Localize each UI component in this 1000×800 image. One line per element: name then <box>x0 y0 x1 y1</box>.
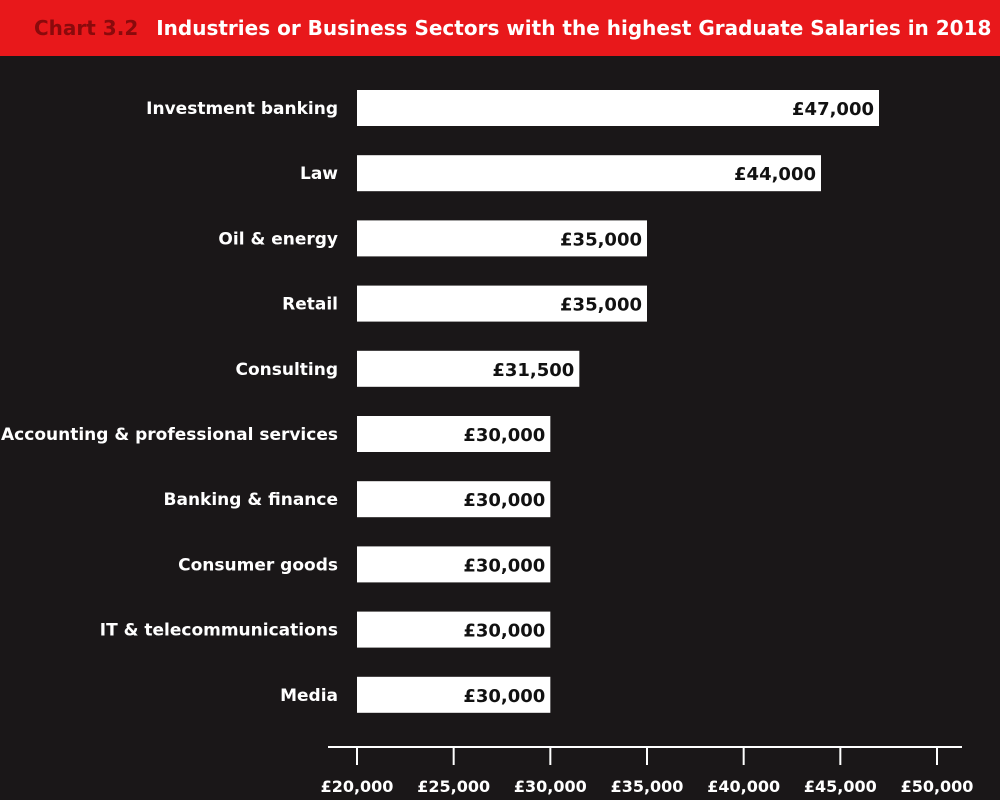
value-label: £35,000 <box>560 295 642 316</box>
value-label: £30,000 <box>463 490 545 511</box>
value-label: £35,000 <box>560 229 642 250</box>
bar <box>357 416 551 452</box>
value-label: £31,500 <box>492 360 574 381</box>
chart-title: Industries or Business Sectors with the … <box>156 16 992 40</box>
bar <box>357 155 821 192</box>
bar <box>357 220 647 257</box>
x-tick-label: £20,000 <box>321 777 394 796</box>
bar <box>357 90 879 126</box>
category-label: Consulting <box>235 360 338 380</box>
value-label: £47,000 <box>792 99 874 120</box>
title-bar: Chart 3.2 Industries or Business Sectors… <box>0 0 1000 56</box>
x-tick-label: £30,000 <box>514 777 587 796</box>
category-label: Law <box>300 164 338 184</box>
category-label: Investment banking <box>146 99 338 119</box>
bar <box>357 350 580 387</box>
chart-number: Chart 3.2 <box>34 16 139 40</box>
value-label: £30,000 <box>463 555 545 576</box>
value-label: £30,000 <box>463 425 545 446</box>
category-label: Media <box>280 686 338 706</box>
category-label: Accounting & professional services <box>1 425 338 445</box>
x-tick-label: £35,000 <box>611 777 684 796</box>
category-label: Consumer goods <box>178 555 338 575</box>
bar <box>357 676 551 713</box>
bar <box>357 285 647 322</box>
category-label: Retail <box>282 295 338 315</box>
x-tick-label: £40,000 <box>707 777 780 796</box>
bar <box>357 546 551 583</box>
bar <box>357 481 551 518</box>
bar <box>357 611 551 648</box>
x-tick-label: £50,000 <box>901 777 974 796</box>
category-label: Oil & energy <box>218 229 338 249</box>
category-label: IT & telecommunications <box>100 621 338 641</box>
value-label: £44,000 <box>734 164 816 185</box>
value-label: £30,000 <box>463 621 545 642</box>
value-label: £30,000 <box>463 686 545 707</box>
category-label: Banking & finance <box>164 490 338 510</box>
x-tick-label: £45,000 <box>804 777 877 796</box>
x-tick-label: £25,000 <box>417 777 490 796</box>
